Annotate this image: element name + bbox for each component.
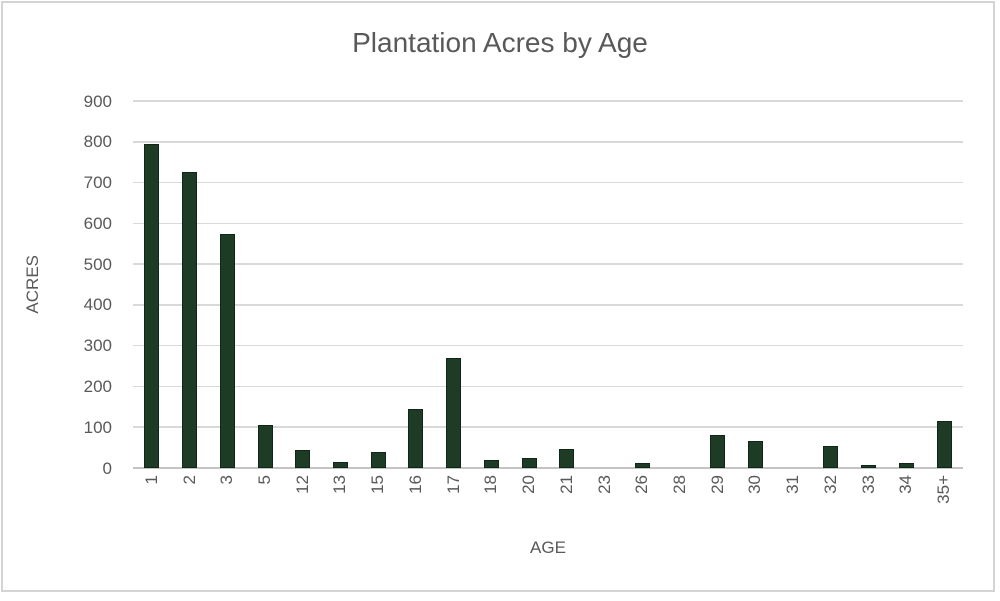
y-axis-tick-label: 300: [83, 336, 112, 356]
x-axis-tick-label: 13: [330, 475, 350, 494]
x-axis-line: [133, 467, 963, 469]
gridline: [133, 426, 963, 428]
bar: [710, 435, 726, 468]
bar: [634, 462, 650, 468]
bar: [823, 445, 839, 468]
x-axis-tick-wrap: 1: [133, 475, 171, 539]
y-axis-tick-label: 600: [83, 213, 112, 233]
x-axis-tick-wrap: 18: [473, 475, 511, 539]
y-axis-tick-label: 200: [83, 376, 112, 396]
x-axis-tick-wrap: 23: [586, 475, 624, 539]
x-axis-tick-label: 30: [745, 475, 765, 494]
bar: [144, 143, 160, 468]
x-axis-tick-wrap: 28: [661, 475, 699, 539]
bar: [370, 451, 386, 468]
x-axis-tick-label: 29: [707, 475, 727, 494]
x-axis-tick-wrap: 21: [548, 475, 586, 539]
bar: [219, 233, 235, 468]
x-axis-tick-label: 20: [519, 475, 539, 494]
x-axis-tick-wrap: 16: [397, 475, 435, 539]
x-axis-tick-label: 32: [820, 475, 840, 494]
chart-title: Plantation Acres by Age: [352, 27, 648, 58]
x-axis-tick-wrap: 13: [322, 475, 360, 539]
x-axis-tick-label: 3: [217, 475, 237, 485]
x-axis-title: AGE: [530, 538, 566, 557]
gridline: [133, 263, 963, 265]
bar: [898, 463, 914, 468]
x-axis-tick-label: 31: [783, 475, 803, 494]
x-axis-tick-label: 34: [896, 475, 916, 494]
bar: [936, 421, 952, 468]
bar: [521, 457, 537, 468]
y-axis-tick-label: 500: [83, 254, 112, 274]
bar: [446, 357, 462, 468]
bar: [295, 449, 311, 468]
y-axis-title-wrap: ACRES: [20, 101, 46, 468]
x-axis-tick-wrap: 34: [888, 475, 926, 539]
y-axis-tick-label: 0: [102, 458, 112, 478]
x-axis-tick-label: 17: [443, 475, 463, 494]
x-axis-tick-wrap: 30: [737, 475, 775, 539]
x-axis-tick-wrap: 20: [510, 475, 548, 539]
x-axis-tick-label: 18: [481, 475, 501, 494]
x-axis-tick-wrap: 15: [359, 475, 397, 539]
x-axis-tick-wrap: 17: [435, 475, 473, 539]
plot-area: [133, 101, 963, 468]
x-axis-tick-label: 2: [179, 475, 199, 485]
x-axis-tick-wrap: 35+: [925, 475, 963, 539]
x-axis-tick-wrap: 32: [812, 475, 850, 539]
x-axis-tick-wrap: 31: [774, 475, 812, 539]
x-axis-tick-wrap: 29: [699, 475, 737, 539]
bar: [182, 172, 198, 468]
x-axis-tick-label: 28: [670, 475, 690, 494]
x-axis-tick-label: 35+: [934, 475, 954, 504]
bar: [483, 459, 499, 468]
x-axis-tick-wrap: 26: [623, 475, 661, 539]
chart-frame: [1, 1, 995, 592]
x-axis-tick-label: 26: [632, 475, 652, 494]
x-axis-tick-label: 15: [368, 475, 388, 494]
gridline: [133, 181, 963, 184]
bar: [559, 448, 575, 468]
y-axis-tick-label: 100: [83, 417, 112, 437]
x-axis-tick-label: 1: [141, 475, 161, 485]
gridline: [133, 141, 963, 143]
x-axis-tick-label: 16: [405, 475, 425, 494]
x-axis-tick-label: 5: [255, 475, 275, 485]
gridline: [133, 304, 963, 306]
x-axis-tick-wrap: 5: [246, 475, 284, 539]
x-axis-tick-label: 12: [292, 475, 312, 494]
x-axis-tick-wrap: 12: [284, 475, 322, 539]
bar: [257, 425, 273, 468]
x-axis-tick-label: 33: [858, 475, 878, 494]
y-axis-tick-label: 800: [83, 132, 112, 152]
x-axis-tick-wrap: 2: [171, 475, 209, 539]
bar: [408, 408, 424, 468]
y-axis-tick-label: 900: [83, 91, 112, 111]
bar: [333, 461, 348, 468]
x-axis-tick-wrap: 33: [850, 475, 888, 539]
gridline: [133, 222, 963, 225]
y-axis-tick-label: 400: [83, 295, 112, 315]
x-axis-tick-wrap: 3: [208, 475, 246, 539]
gridline: [133, 344, 963, 347]
y-axis-tick-label: 700: [83, 173, 112, 193]
x-axis-tick-label: 23: [594, 475, 614, 494]
bar: [861, 465, 877, 468]
bar: [748, 441, 763, 468]
gridline: [133, 385, 963, 388]
gridline: [133, 100, 963, 102]
x-axis-tick-label: 21: [556, 475, 576, 494]
